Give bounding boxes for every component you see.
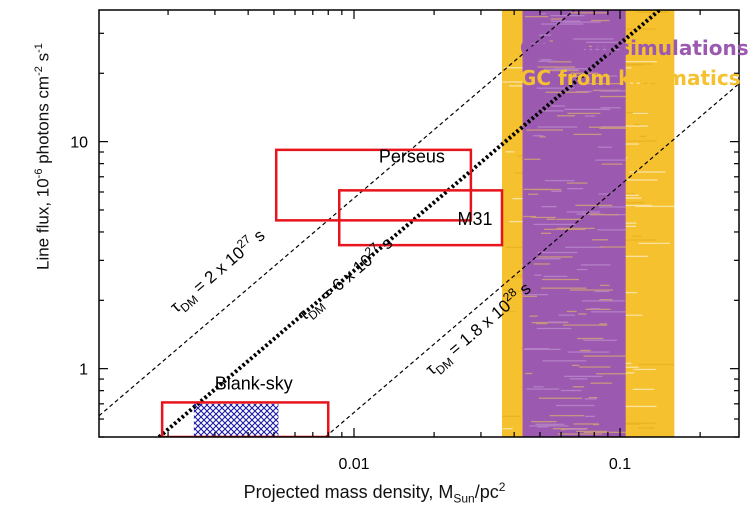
region-perseus (274, 148, 473, 222)
x-tick-label: 0.01 (338, 456, 369, 473)
region-m31 (337, 189, 504, 247)
y-tick-label: 10 (70, 135, 88, 152)
region-label-m31: M31 (458, 209, 493, 229)
band-simulations-texture (522, 12, 626, 435)
y-axis-label: Line flux, 10-6 photons cm-2 s-1 (33, 43, 53, 270)
blank-sky-hatched-region (193, 403, 279, 437)
x-axis-label: Projected mass density, MSun/pc2 (243, 480, 506, 506)
lifetime-line-2 (157, 10, 663, 437)
y-axis-label-wrap: Line flux, 10-6 photons cm-2 s-1 (8, 0, 53, 508)
legend-entry-kinematics: GC from kinematics (520, 66, 741, 90)
plot-frame (98, 9, 740, 438)
y-tick-label: 1 (79, 362, 88, 379)
legend: GC from simulations GC from kinematics (520, 36, 749, 96)
legend-entry-simulations: GC from simulations (520, 36, 749, 60)
region-label-perseus: Perseus (379, 146, 445, 166)
region-label-blank-sky: Blank-sky (215, 373, 293, 393)
lifetime-label-1: τDM = 2 x 1027 s (165, 223, 271, 319)
x-tick-label: 0.1 (609, 456, 631, 473)
lifetime-line-1 (99, 10, 576, 417)
